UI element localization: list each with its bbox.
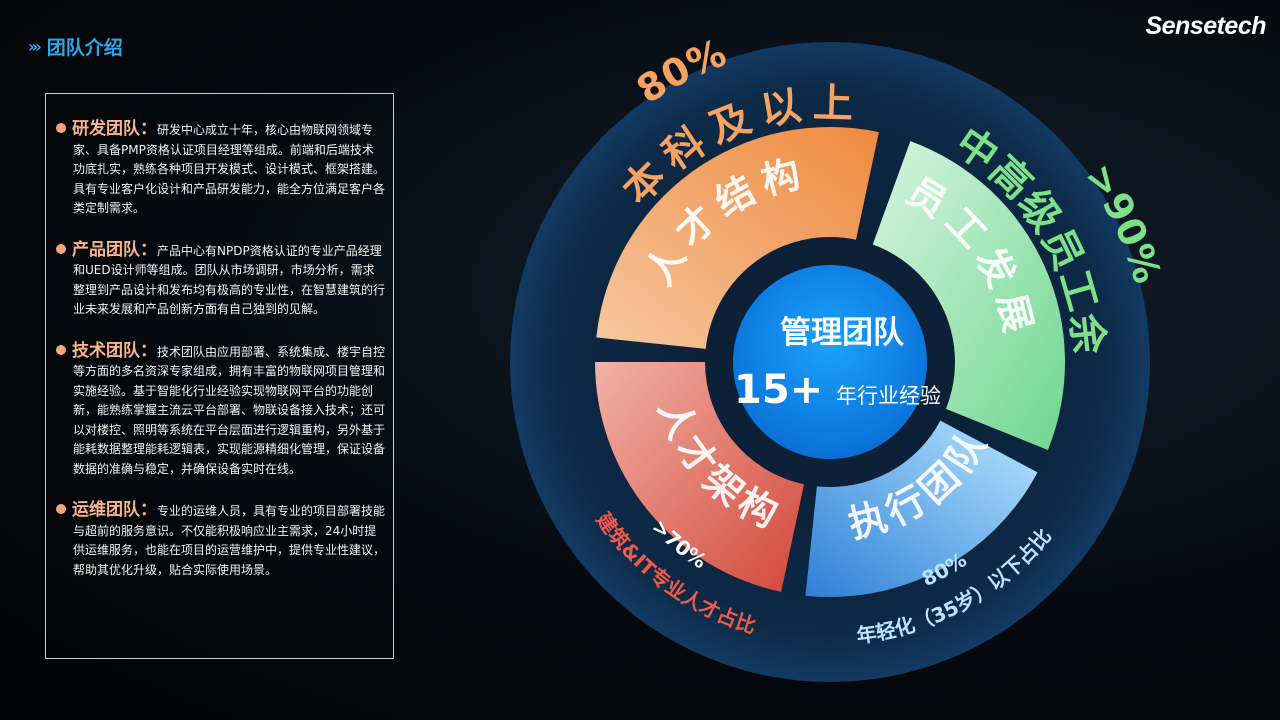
team-description-panel: 研发团队：研发中心成立十年，核心由物联网领域专家、具备PMP资格认证项目经理等组… bbox=[45, 93, 394, 659]
page-title: 团队介绍 bbox=[46, 37, 123, 59]
center-suffix: 年行业经验 bbox=[836, 384, 941, 408]
separator: ： bbox=[140, 340, 157, 361]
segment-structure bbox=[596, 126, 879, 349]
separator: ： bbox=[140, 239, 157, 260]
team-description: 研发中心成立十年，核心由物联网领域专家、具备PMP资格认证项目经理等组成。前端和… bbox=[73, 123, 386, 215]
separator: ： bbox=[140, 500, 157, 520]
segment-architecture bbox=[595, 362, 805, 592]
team-name: 运维团队 bbox=[72, 500, 140, 520]
team-description: 专业的运维人员，具有专业的项目部署技能与超前的服务意识。不仅能积极响应业主需求，… bbox=[73, 504, 386, 577]
segment-development bbox=[872, 141, 1065, 451]
section-header: ››› 团队介绍 bbox=[28, 33, 123, 60]
team-item-rd: 研发团队：研发中心成立十年，核心由物联网领域专家、具备PMP资格认证项目经理等组… bbox=[56, 119, 386, 219]
team-name: 技术团队 bbox=[72, 340, 140, 361]
center-title: 管理团队 bbox=[780, 315, 905, 351]
team-item-product: 产品团队：产品中心有NPDP资格认证的专业产品经理和UED设计师等组成。团队从市… bbox=[56, 239, 386, 320]
segment-execution bbox=[805, 420, 1038, 597]
logo: Sensetech bbox=[1145, 12, 1266, 40]
bullet-icon bbox=[56, 504, 66, 514]
team-item-ops: 运维团队：专业的运维人员，具有专业的项目部署技能与超前的服务意识。不仅能积极响应… bbox=[56, 500, 386, 580]
team-item-tech: 技术团队：技术团队由应用部署、系统集成、楼宇自控等方面的多名资深专家组成，拥有丰… bbox=[56, 340, 386, 480]
center-number: 15+ bbox=[734, 367, 823, 413]
team-description: 产品中心有NPDP资格认证的专业产品经理和UED设计师等组成。团队从市场调研，市… bbox=[73, 243, 386, 317]
center-circle bbox=[733, 265, 927, 459]
team-name: 研发团队 bbox=[72, 119, 140, 139]
team-name: 产品团队 bbox=[72, 239, 140, 260]
bullet-icon bbox=[56, 243, 66, 254]
team-description: 技术团队由应用部署、系统集成、楼宇自控等方面的多名资深专家组成，拥有丰富的物联网… bbox=[73, 344, 386, 476]
triple-chevron-right-icon: ››› bbox=[28, 37, 42, 56]
bullet-icon bbox=[56, 344, 66, 355]
separator: ： bbox=[140, 119, 157, 139]
bullet-icon bbox=[56, 123, 66, 133]
